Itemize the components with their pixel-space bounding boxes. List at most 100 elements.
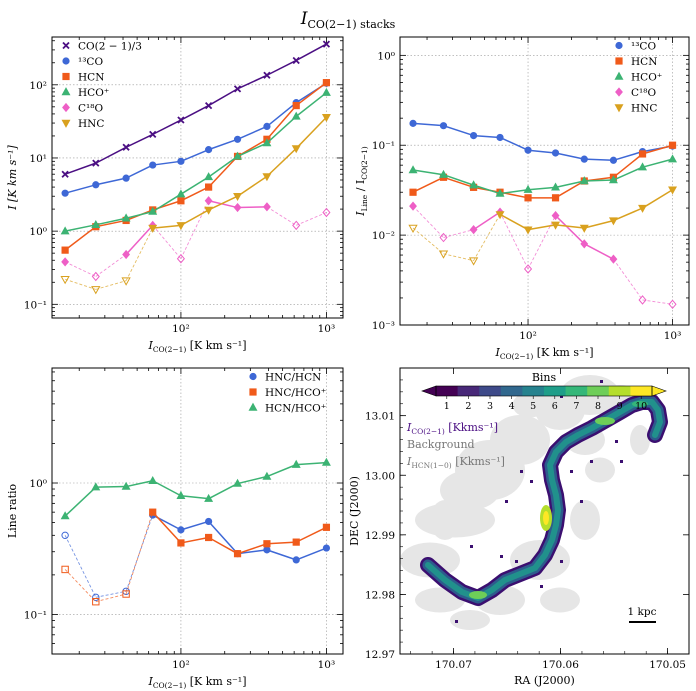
- series-segment: [95, 217, 127, 226]
- data-point: [551, 182, 561, 191]
- data-point: [292, 56, 300, 65]
- series-segment: [64, 226, 97, 251]
- background-blob: [430, 500, 460, 540]
- legend-marker: [614, 71, 624, 80]
- data-point: [263, 540, 271, 548]
- data-point: [321, 87, 331, 96]
- series-segment: [266, 59, 297, 76]
- data-point: [523, 226, 533, 235]
- series-segment: [295, 43, 327, 62]
- series-segment: [180, 176, 210, 195]
- legend-label: HCN: [78, 72, 104, 84]
- series-hcop: [60, 457, 331, 520]
- data-point: [496, 133, 504, 142]
- data-point: [668, 299, 677, 310]
- data-point: [468, 257, 479, 266]
- data-point: [177, 526, 185, 534]
- legend-marker: [615, 87, 623, 97]
- data-point: [91, 220, 101, 229]
- y-tick-label: 10¹: [29, 153, 47, 165]
- series-c13o: [61, 511, 331, 602]
- colorbar-segment: [587, 386, 610, 396]
- data-point: [204, 101, 213, 110]
- data-point: [91, 286, 101, 295]
- data-point: [263, 546, 271, 554]
- data-point: [61, 189, 69, 197]
- data-point: [322, 544, 331, 552]
- data-point: [205, 533, 213, 542]
- series-segment: [208, 88, 238, 107]
- legend-label: ¹³CO: [631, 41, 656, 53]
- colorbar-segment: [436, 386, 459, 396]
- series-segment: [125, 210, 153, 219]
- panel-map: 170.07 170.06 170.0512.9712.9812.9913.0013…: [348, 367, 690, 687]
- y-tick-label: 13.01: [365, 411, 395, 423]
- co-pixel: [505, 500, 508, 503]
- series-segment: [95, 146, 127, 164]
- series-segment: [95, 593, 127, 603]
- y-tick-label: 10⁰: [29, 226, 47, 238]
- data-point: [91, 271, 100, 282]
- data-point: [148, 475, 158, 484]
- series-segment: [266, 105, 297, 140]
- data-point: [523, 264, 533, 274]
- hot-spot: [543, 511, 549, 525]
- legend-label: CO(2 − 1)/3: [78, 41, 142, 53]
- background-blob: [450, 610, 490, 630]
- series-segment: [64, 569, 97, 603]
- legend: ¹³CO HCN HCO⁺ C¹⁸O HNC: [614, 41, 662, 115]
- co-pixel: [570, 470, 573, 473]
- series-segment: [412, 205, 444, 238]
- series-segment: [499, 213, 529, 231]
- series-segment: [266, 206, 297, 226]
- colorbar-extend-high: [651, 385, 667, 397]
- series-segment: [295, 116, 327, 149]
- legend-marker: [249, 388, 257, 396]
- map-legend-line: Background: [407, 438, 475, 451]
- series-segment: [64, 278, 96, 290]
- series-segment: [237, 125, 268, 140]
- colorbar-tick-label: 3: [487, 401, 493, 412]
- legend-marker: [62, 41, 70, 50]
- x-tick-label: 10²: [172, 323, 190, 335]
- hot-spot: [632, 401, 648, 407]
- x-axis-label: ICO(2−1) [K km s⁻¹]: [494, 346, 593, 361]
- y-tick-label: 10⁻¹: [24, 299, 47, 311]
- series-segment: [295, 547, 327, 561]
- figure-title-sub: CO(2−1) stacks: [307, 18, 395, 31]
- background-blob: [570, 500, 600, 540]
- series-hcop: [408, 154, 678, 197]
- data-point: [233, 478, 243, 487]
- colorbar-tick-label: 2: [465, 401, 471, 412]
- series-hcn: [61, 508, 331, 606]
- series-segment: [180, 520, 209, 531]
- data-point: [638, 162, 648, 171]
- background-blob: [585, 457, 615, 483]
- series-segment: [208, 200, 238, 209]
- y-tick-label: 13.00: [365, 470, 395, 482]
- data-point: [469, 131, 478, 140]
- data-point: [579, 224, 589, 233]
- series-segment: [555, 152, 585, 160]
- colorbar-tick-label: 7: [573, 401, 579, 412]
- series-segment: [584, 219, 614, 229]
- figure-title: ICO(2−1) stacks: [300, 9, 396, 31]
- series-segment: [613, 258, 643, 301]
- data-point: [149, 161, 157, 169]
- series-segment: [443, 176, 474, 189]
- series-segment: [443, 124, 474, 137]
- data-point: [233, 202, 242, 213]
- legend-marker: [249, 372, 257, 381]
- x-tick-label: 170.05: [649, 659, 686, 671]
- data-point: [148, 206, 158, 215]
- data-point: [495, 188, 505, 197]
- data-point: [580, 239, 589, 249]
- series-segment: [296, 212, 327, 226]
- map-legend: ICO(2−1) [Kkms⁻¹] Background IHCN(1−0) [Kk…: [406, 421, 505, 470]
- data-point: [292, 556, 300, 564]
- legend-marker: [614, 104, 624, 113]
- series-segment: [64, 261, 96, 277]
- axes-frame: [399, 367, 690, 655]
- legend-label: C¹⁸O: [78, 103, 103, 115]
- series-segment: [208, 138, 238, 151]
